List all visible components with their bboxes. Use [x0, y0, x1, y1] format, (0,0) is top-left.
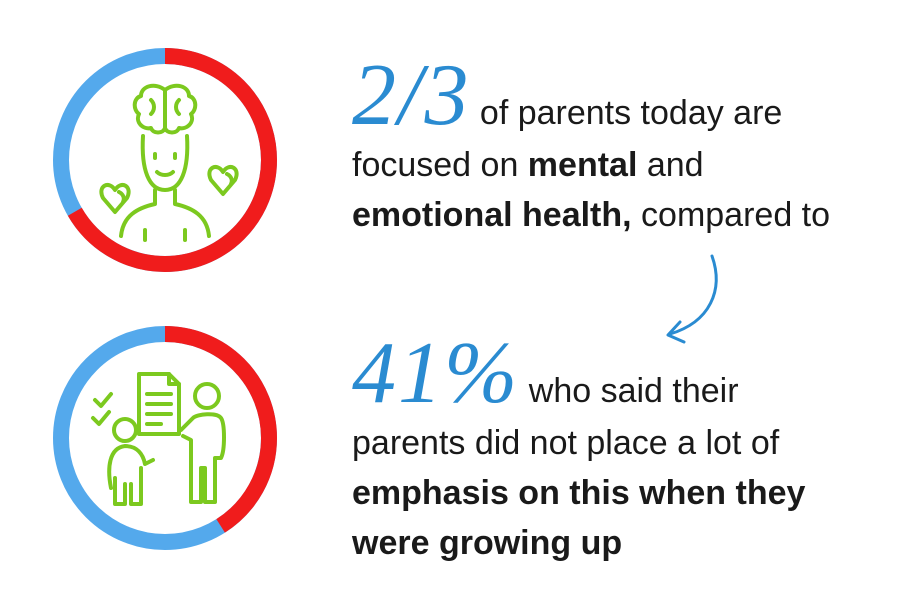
stat2-line1: who said their	[528, 372, 739, 410]
stat1-line1: of parents today are	[479, 94, 783, 132]
stat2-line4: were growing up	[352, 524, 623, 562]
parent-child-checklist-icon	[91, 372, 226, 506]
stat1-text: 2/3 of parents today are focused on ment…	[352, 52, 830, 240]
stat1-donut	[45, 40, 285, 280]
stat1-line3: emotional health, compared to	[352, 196, 831, 234]
stat1-line2: focused on mental and	[352, 146, 704, 184]
stat2-line2: parents did not place a lot of	[352, 424, 780, 462]
person-brain-hearts-icon	[99, 83, 239, 242]
curved-arrow-icon	[650, 250, 730, 355]
stat2-donut	[45, 318, 285, 558]
stat2-line3: emphasis on this when they	[352, 474, 806, 512]
stat2-number: 41%	[352, 325, 520, 422]
stat2-text: 41% who said their parents did not place…	[352, 330, 805, 568]
stat1-number: 2/3	[352, 47, 471, 144]
